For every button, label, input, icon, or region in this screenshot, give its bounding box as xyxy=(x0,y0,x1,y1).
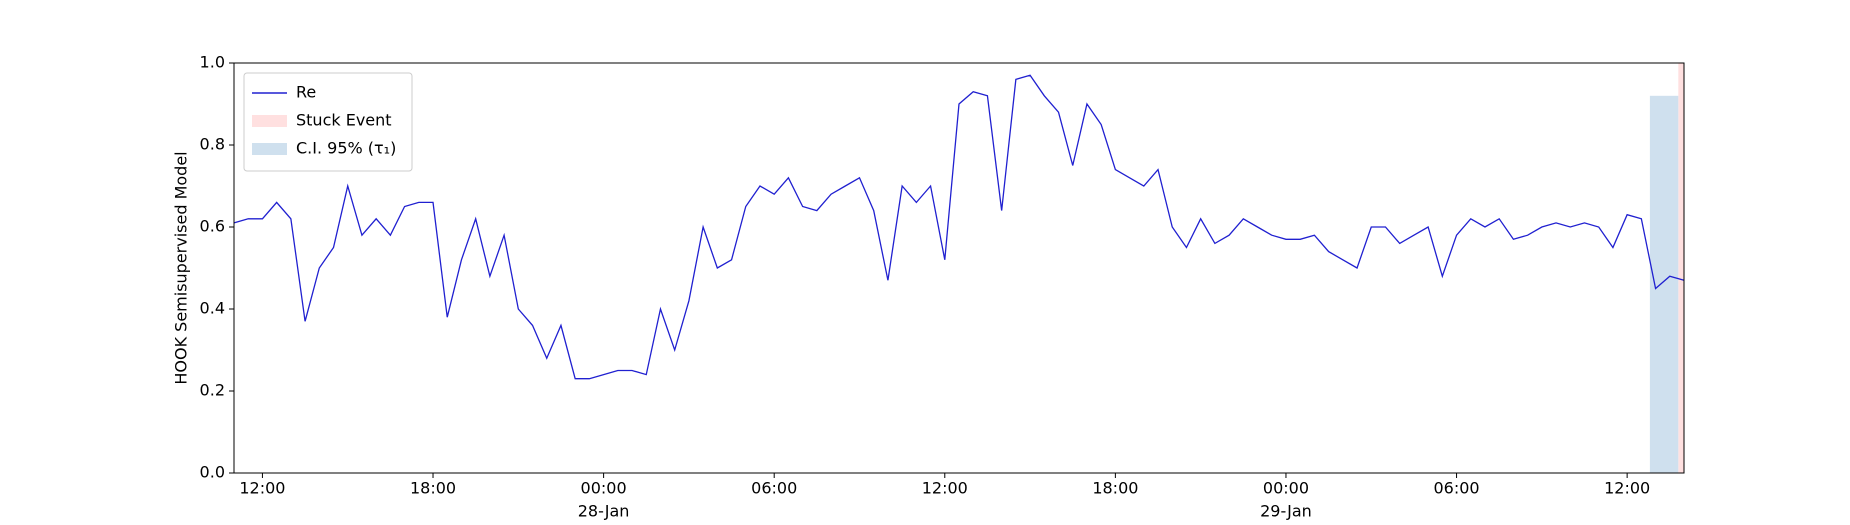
y-tick-label: 1.0 xyxy=(200,53,225,72)
plot-frame xyxy=(233,62,1685,474)
legend-label: Stuck Event xyxy=(296,111,392,130)
x-tick-label: 29-Jan xyxy=(1260,502,1312,521)
legend-swatch xyxy=(252,143,287,155)
x-tick-label: 18:00 xyxy=(410,479,456,498)
y-tick-label: 0.6 xyxy=(200,217,225,236)
legend-label: C.I. 95% (τ₁) xyxy=(296,139,396,158)
y-tick-label: 0.2 xyxy=(200,381,225,400)
legend-swatch xyxy=(252,115,287,127)
x-tick-label: 12:00 xyxy=(1604,479,1650,498)
y-tick-label: 0.0 xyxy=(200,463,225,482)
x-tick-label: 28-Jan xyxy=(578,502,630,521)
x-tick-label: 12:00 xyxy=(922,479,968,498)
data-line xyxy=(233,74,1685,380)
x-tick-label: 06:00 xyxy=(1433,479,1479,498)
legend-label: Re xyxy=(296,83,316,102)
y-tick-label: 0.8 xyxy=(200,135,225,154)
y-axis-label: HOOK Semisupervised Model xyxy=(172,151,191,384)
x-tick-label: 18:00 xyxy=(1092,479,1138,498)
x-tick-label: 00:00 xyxy=(1263,479,1309,498)
x-tick-label: 12:00 xyxy=(239,479,285,498)
x-tick-label: 00:00 xyxy=(581,479,627,498)
y-tick-label: 0.4 xyxy=(200,299,225,318)
span xyxy=(1678,63,1684,473)
x-tick-label: 06:00 xyxy=(751,479,797,498)
